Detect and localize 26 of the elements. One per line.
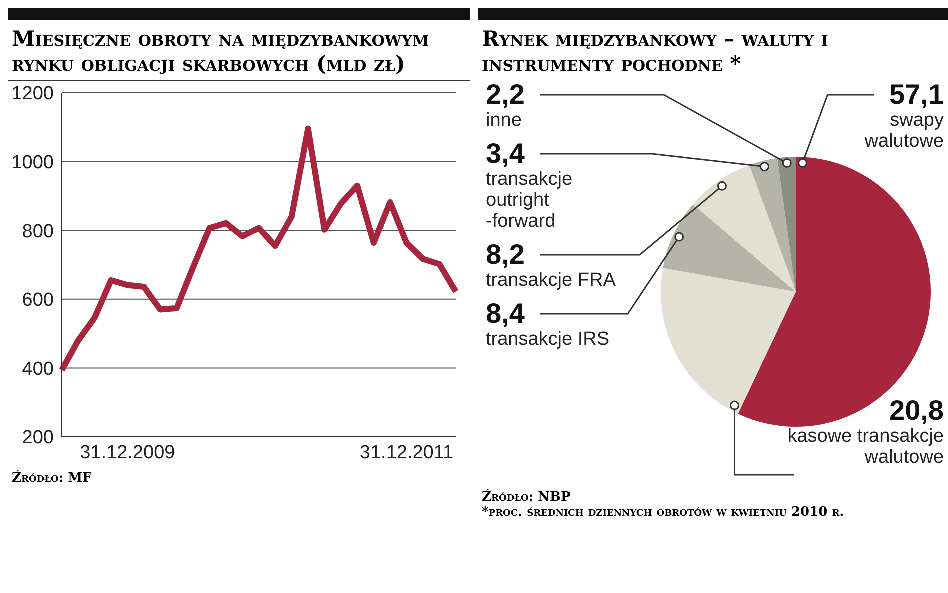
y-tick-label: 1000 (12, 152, 54, 174)
slice-label: kasowe transakcje walutowe (788, 426, 944, 468)
data-label: 8,4 (486, 298, 526, 329)
slice-label: transakcje outright -forward (486, 169, 573, 232)
slice-label: transakcje FRA (486, 270, 616, 291)
slice-label: transakcje IRS (486, 329, 610, 350)
x-tick-label: 31.12.2011 (360, 442, 454, 464)
text: *proc. średnich dziennych obrotów w kwietniu 2010 r. (481, 505, 846, 520)
data-label: 57,1 (890, 79, 944, 110)
data-label: 2,2 (486, 79, 525, 110)
y-tick-label: 600 (22, 290, 54, 312)
data-label: 3,4 (486, 138, 526, 169)
y-tick-label: 800 (22, 221, 54, 242)
data-label: 8,2 (486, 239, 525, 270)
text: Źródło: MF (11, 471, 93, 486)
y-tick-label: 400 (22, 358, 54, 380)
slice-label: inne (486, 110, 522, 131)
slice-label: swapy walutowe (864, 110, 944, 152)
text: Źródło: NBP (481, 490, 572, 505)
y-tick-label: 1200 (12, 84, 54, 105)
data-label: 20,8 (890, 395, 944, 426)
chart-title: Miesięczne obroty na międzybankowym rynku obligacji skarbowych (mld zł) (11, 25, 430, 78)
y-tick-label: 200 (22, 428, 54, 449)
pie-slice (777, 157, 796, 292)
x-tick-label: 31.12.2009 (80, 442, 176, 464)
chart-title: Rynek międzybankowy – waluty i instrumenty pochodne * (481, 25, 830, 78)
